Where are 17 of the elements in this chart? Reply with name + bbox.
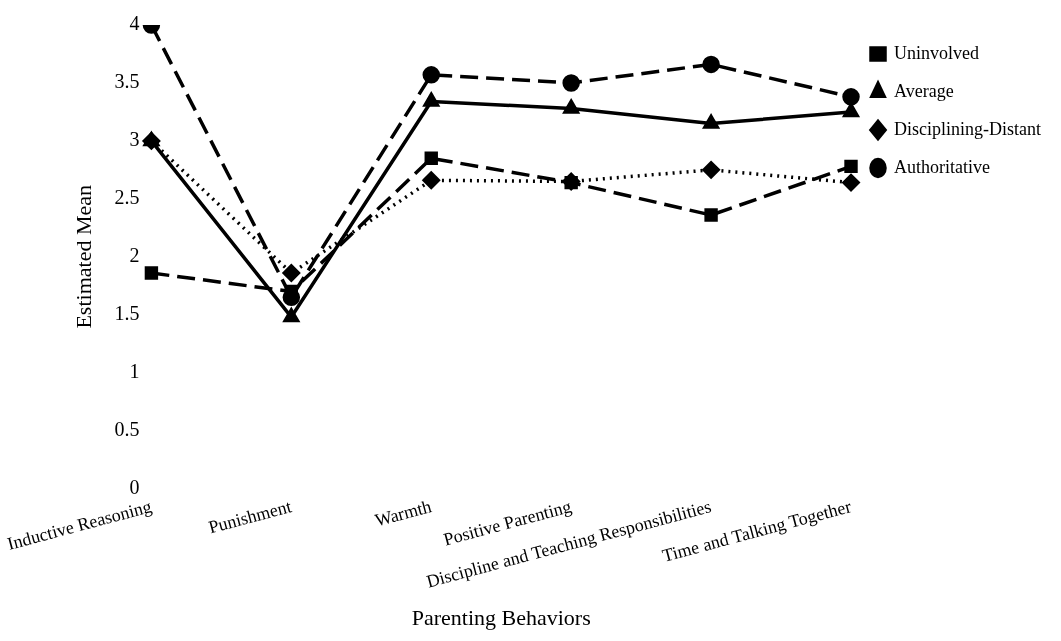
y-tick-label: 0.5	[114, 417, 140, 440]
x-tick-label: Warmth	[372, 496, 434, 531]
y-tick-label: 2	[129, 244, 140, 267]
y-tick-label: 1	[129, 359, 140, 382]
y-tick-label: 0	[129, 475, 140, 498]
y-tick-label: 1.5	[114, 302, 140, 324]
y-axis-title: Estimated Mean	[70, 185, 96, 329]
y-tick-label: 3.5	[114, 70, 140, 93]
x-axis-title: Parenting Behaviors	[411, 604, 591, 630]
y-tick-label: 2.5	[114, 186, 140, 209]
legend-label: Average	[894, 80, 954, 101]
legend-label: Uninvolved	[894, 42, 980, 63]
legend-label: Disciplining-Distant	[894, 118, 1042, 139]
legend-label: Authoritative	[894, 156, 990, 177]
x-tick-label: Inductive Reasoning	[5, 496, 154, 554]
y-tick-label: 4	[129, 12, 140, 35]
y-tick-label: 3	[129, 128, 140, 151]
